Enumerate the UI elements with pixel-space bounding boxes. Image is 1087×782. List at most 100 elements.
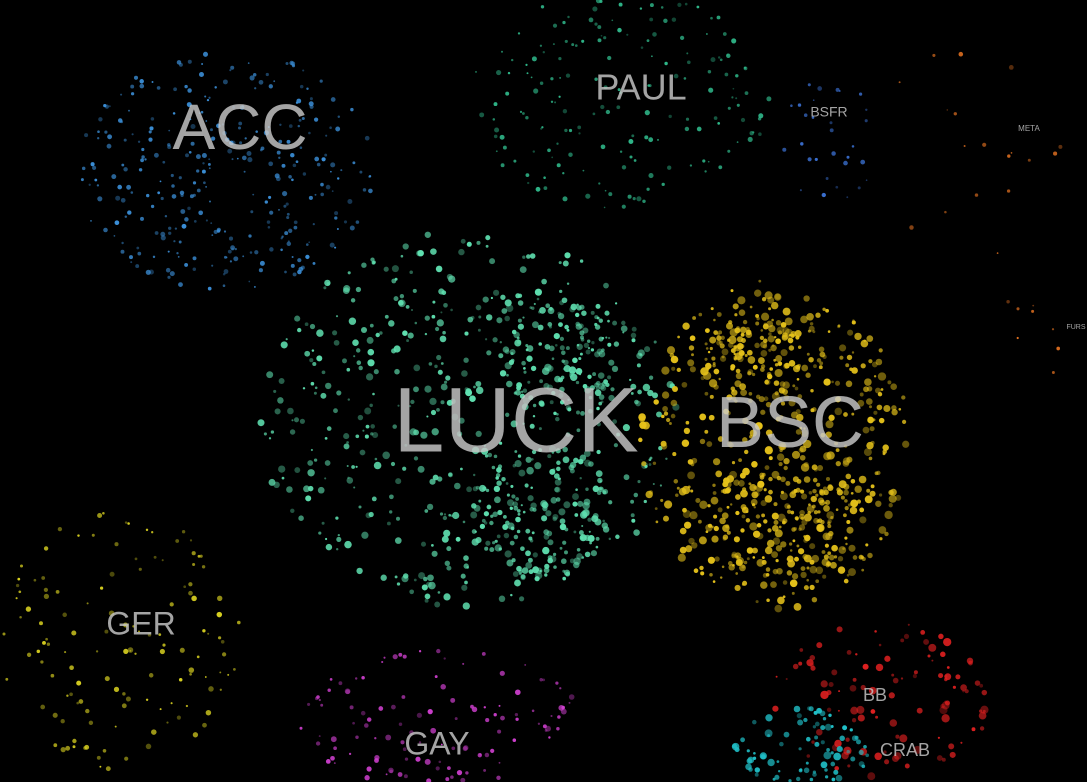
node-luck[interactable] xyxy=(521,360,526,366)
node-luck[interactable] xyxy=(603,379,609,385)
node-acc[interactable] xyxy=(148,130,152,134)
node-luck[interactable] xyxy=(446,565,452,571)
node-bb[interactable] xyxy=(785,677,788,681)
node-acc[interactable] xyxy=(312,223,315,226)
node-luck[interactable] xyxy=(541,515,548,522)
node-acc[interactable] xyxy=(97,130,100,134)
node-bsc[interactable] xyxy=(878,417,885,424)
node-ger[interactable] xyxy=(36,649,41,654)
node-acc[interactable] xyxy=(329,242,335,248)
node-acc[interactable] xyxy=(223,269,229,274)
node-paul[interactable] xyxy=(747,136,753,142)
node-paul[interactable] xyxy=(558,56,562,61)
node-luck[interactable] xyxy=(649,456,653,460)
node-luck[interactable] xyxy=(514,450,518,453)
node-bsc[interactable] xyxy=(707,504,711,508)
node-bsc[interactable] xyxy=(867,552,873,559)
node-crab[interactable] xyxy=(805,736,811,742)
node-luck[interactable] xyxy=(357,414,364,421)
node-bsc[interactable] xyxy=(846,456,853,463)
node-luck[interactable] xyxy=(425,581,432,588)
node-gay[interactable] xyxy=(460,777,466,782)
node-luck[interactable] xyxy=(569,461,577,469)
node-bsc[interactable] xyxy=(868,359,873,364)
node-luck[interactable] xyxy=(532,321,539,329)
node-gay[interactable] xyxy=(383,656,386,659)
node-luck[interactable] xyxy=(520,546,525,552)
node-luck[interactable] xyxy=(586,339,591,343)
node-bsc[interactable] xyxy=(767,528,772,533)
node-luck[interactable] xyxy=(552,468,556,472)
node-bsc[interactable] xyxy=(801,364,809,372)
node-luck[interactable] xyxy=(472,486,478,492)
node-bsc[interactable] xyxy=(734,380,742,388)
node-bsc[interactable] xyxy=(820,519,825,525)
node-paul[interactable] xyxy=(603,206,606,209)
node-luck[interactable] xyxy=(545,303,551,309)
node-luck[interactable] xyxy=(512,501,519,508)
node-bsc[interactable] xyxy=(705,347,709,350)
node-bsc[interactable] xyxy=(831,544,838,552)
node-gay[interactable] xyxy=(456,769,463,776)
node-ger[interactable] xyxy=(97,513,103,518)
node-bsc[interactable] xyxy=(727,338,731,342)
node-gay[interactable] xyxy=(409,730,414,735)
node-acc[interactable] xyxy=(104,130,108,134)
node-bsc[interactable] xyxy=(776,475,782,481)
node-luck[interactable] xyxy=(533,302,536,306)
node-luck[interactable] xyxy=(432,300,436,304)
node-acc[interactable] xyxy=(340,169,343,172)
node-bsc[interactable] xyxy=(740,528,745,533)
node-luck[interactable] xyxy=(475,430,482,438)
node-luck[interactable] xyxy=(475,485,480,490)
node-bsc[interactable] xyxy=(845,363,850,368)
node-bsc[interactable] xyxy=(788,360,796,367)
node-luck[interactable] xyxy=(358,505,362,509)
node-paul[interactable] xyxy=(530,76,533,79)
node-gay[interactable] xyxy=(558,705,565,711)
node-paul[interactable] xyxy=(501,50,503,53)
node-luck[interactable] xyxy=(579,477,582,480)
node-bsc[interactable] xyxy=(774,391,779,396)
node-bsc[interactable] xyxy=(793,603,802,611)
node-bsc[interactable] xyxy=(822,354,827,359)
node-bsc[interactable] xyxy=(734,399,738,403)
node-acc[interactable] xyxy=(264,200,268,204)
node-acc[interactable] xyxy=(160,231,166,237)
node-luck[interactable] xyxy=(526,355,533,362)
node-luck[interactable] xyxy=(528,536,533,541)
node-paul[interactable] xyxy=(541,126,544,129)
node-luck[interactable] xyxy=(561,297,568,304)
node-luck[interactable] xyxy=(485,540,491,546)
node-luck[interactable] xyxy=(483,444,486,447)
node-bsc[interactable] xyxy=(742,417,749,425)
node-crab[interactable] xyxy=(835,774,843,782)
node-gay[interactable] xyxy=(397,772,403,777)
node-gay[interactable] xyxy=(450,697,456,703)
node-acc[interactable] xyxy=(153,152,159,158)
node-luck[interactable] xyxy=(313,391,317,395)
node-luck[interactable] xyxy=(612,320,618,326)
node-bsfr[interactable] xyxy=(846,155,850,159)
node-luck[interactable] xyxy=(517,323,525,330)
node-bsc[interactable] xyxy=(790,411,799,419)
node-bb[interactable] xyxy=(938,633,944,640)
node-luck[interactable] xyxy=(564,252,571,259)
node-acc[interactable] xyxy=(193,220,197,223)
node-bsc[interactable] xyxy=(739,350,745,356)
node-luck[interactable] xyxy=(374,457,378,461)
node-bsc[interactable] xyxy=(828,554,835,561)
node-acc[interactable] xyxy=(129,255,133,260)
node-acc[interactable] xyxy=(238,121,243,126)
node-luck[interactable] xyxy=(529,306,533,309)
node-bsc[interactable] xyxy=(726,394,733,401)
node-luck[interactable] xyxy=(361,262,367,268)
node-luck[interactable] xyxy=(431,550,438,557)
node-crab[interactable] xyxy=(858,761,865,767)
node-luck[interactable] xyxy=(420,541,427,547)
node-luck[interactable] xyxy=(413,364,421,372)
node-bb[interactable] xyxy=(851,718,857,723)
node-luck[interactable] xyxy=(647,389,654,397)
node-luck[interactable] xyxy=(536,297,540,301)
node-bsc[interactable] xyxy=(845,473,852,480)
